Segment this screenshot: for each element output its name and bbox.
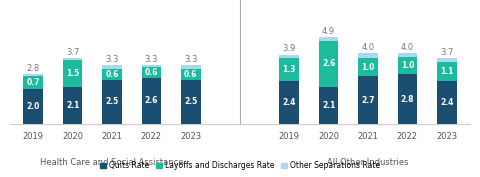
- Text: All Other Industries: All Other Industries: [327, 158, 409, 167]
- Bar: [397, 53, 417, 57]
- Bar: [358, 53, 378, 58]
- Bar: [279, 81, 299, 124]
- Bar: [102, 80, 122, 124]
- Text: 4.0: 4.0: [361, 43, 374, 52]
- Text: 2.8: 2.8: [401, 95, 414, 104]
- Bar: [358, 76, 378, 124]
- Bar: [24, 74, 43, 76]
- Text: 2.7: 2.7: [361, 96, 375, 104]
- Text: 2.1: 2.1: [322, 101, 336, 110]
- Bar: [63, 60, 83, 87]
- Bar: [63, 58, 83, 60]
- Bar: [397, 57, 417, 74]
- Bar: [142, 65, 161, 67]
- Bar: [279, 55, 299, 58]
- Text: 1.0: 1.0: [361, 63, 375, 72]
- Text: 3.7: 3.7: [440, 48, 454, 57]
- Bar: [358, 58, 378, 76]
- Text: 2.0: 2.0: [26, 102, 40, 111]
- Text: 2.8: 2.8: [26, 64, 40, 73]
- Bar: [63, 87, 83, 124]
- Text: 1.5: 1.5: [66, 69, 79, 78]
- Legend: Quits Rate, Layoffs and Discharges Rate, Other Separations Rate: Quits Rate, Layoffs and Discharges Rate,…: [97, 158, 383, 173]
- Text: 2.5: 2.5: [184, 97, 197, 106]
- Text: 3.7: 3.7: [66, 48, 79, 57]
- Bar: [181, 65, 201, 69]
- Text: 1.0: 1.0: [401, 61, 414, 70]
- Bar: [397, 74, 417, 124]
- Bar: [102, 65, 122, 69]
- Text: 1.3: 1.3: [283, 65, 296, 74]
- Text: 3.3: 3.3: [105, 55, 119, 64]
- Text: 0.6: 0.6: [184, 70, 197, 79]
- Bar: [142, 78, 161, 124]
- Bar: [102, 69, 122, 80]
- Bar: [142, 67, 161, 78]
- Text: 2.4: 2.4: [440, 98, 454, 107]
- Text: 0.6: 0.6: [105, 70, 119, 79]
- Bar: [319, 37, 338, 41]
- Bar: [24, 88, 43, 124]
- Bar: [437, 58, 456, 62]
- Bar: [181, 69, 201, 80]
- Text: 3.3: 3.3: [144, 55, 158, 64]
- Bar: [279, 58, 299, 81]
- Text: 1.1: 1.1: [440, 67, 454, 76]
- Text: 2.6: 2.6: [322, 59, 336, 68]
- Text: 2.1: 2.1: [66, 101, 79, 110]
- Text: 2.6: 2.6: [144, 96, 158, 105]
- Text: 0.6: 0.6: [144, 68, 158, 77]
- Bar: [437, 81, 456, 124]
- Bar: [319, 41, 338, 87]
- Text: 2.5: 2.5: [106, 97, 119, 106]
- Text: 4.0: 4.0: [401, 43, 414, 52]
- Bar: [437, 62, 456, 81]
- Text: 3.3: 3.3: [184, 55, 197, 64]
- Text: 0.7: 0.7: [26, 78, 40, 87]
- Text: 2.4: 2.4: [283, 98, 296, 107]
- Bar: [319, 87, 338, 124]
- Text: 4.9: 4.9: [322, 27, 335, 36]
- Text: 3.9: 3.9: [283, 44, 296, 53]
- Text: Health Care and Social Assistance: Health Care and Social Assistance: [40, 158, 184, 167]
- Bar: [181, 80, 201, 124]
- Bar: [24, 76, 43, 88]
